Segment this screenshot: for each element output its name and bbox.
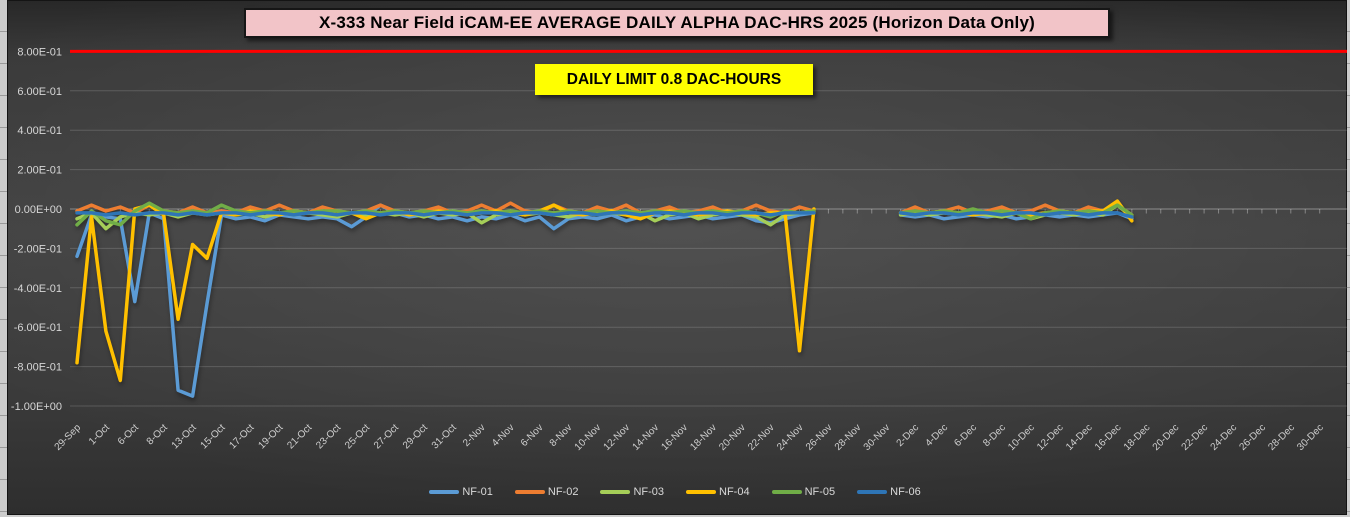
x-tick-label: 30-Nov — [862, 422, 893, 453]
x-tick-label: 6-Dec — [952, 422, 979, 449]
x-tick-label: 20-Dec — [1151, 422, 1182, 453]
x-tick-label: 15-Oct — [199, 422, 228, 451]
legend-label: NF-04 — [719, 486, 750, 498]
legend-item-NF-03: NF-03 — [600, 486, 664, 498]
x-tick-label: 18-Nov — [688, 422, 719, 453]
x-tick-label: 24-Nov — [775, 422, 806, 453]
x-tick-label: 28-Dec — [1266, 422, 1297, 453]
y-tick-label: -2.00E-01 — [14, 243, 62, 255]
x-tick-label: 27-Oct — [372, 422, 401, 451]
x-tick-label: 14-Dec — [1064, 422, 1095, 453]
y-tick-label: 0.00E+00 — [15, 204, 62, 216]
daily-limit-label: DAILY LIMIT 0.8 DAC-HOURS — [535, 64, 813, 95]
chart-title: X-333 Near Field iCAM-EE AVERAGE DAILY A… — [244, 8, 1110, 38]
x-tick-label: 26-Dec — [1237, 422, 1268, 453]
x-tick-label: 16-Dec — [1093, 422, 1124, 453]
legend-label: NF-02 — [547, 486, 579, 498]
y-tick-label: 6.00E-01 — [17, 86, 62, 98]
x-tick-label: 6-Nov — [519, 422, 546, 449]
y-tick-label: -6.00E-01 — [14, 322, 62, 334]
x-tick-label: 26-Nov — [804, 422, 835, 453]
series-NF-04 — [75, 203, 816, 383]
legend-label: NF-03 — [633, 486, 664, 498]
x-tick-label: 16-Nov — [659, 422, 690, 453]
legend-item-NF-01: NF-01 — [429, 486, 493, 498]
series-NF-01 — [75, 203, 816, 398]
legend-item-NF-04: NF-04 — [686, 486, 750, 498]
x-tick-label: 25-Oct — [343, 422, 372, 451]
legend-line-swatch — [686, 490, 716, 494]
y-tick-label: -4.00E-01 — [14, 283, 62, 295]
legend-line-swatch — [429, 490, 460, 494]
x-tick-label: 8-Oct — [145, 422, 170, 447]
legend-item-NF-06: NF-06 — [857, 486, 921, 498]
x-tick-label: 1-Oct — [87, 422, 112, 447]
legend-line-swatch — [600, 490, 631, 494]
legend-item-NF-05: NF-05 — [771, 486, 836, 498]
legend-item-NF-02: NF-02 — [514, 486, 579, 498]
x-tick-label: 21-Oct — [285, 422, 314, 451]
legend-line-swatch — [514, 490, 545, 494]
legend-line-swatch — [857, 490, 888, 494]
chart-legend: NF-01 NF-02 NF-03 NF-04 NF-05 NF-06 — [0, 484, 1350, 500]
x-tick-label: 23-Oct — [314, 422, 343, 451]
x-tick-label: 22-Dec — [1180, 422, 1211, 453]
y-tick-label: -8.00E-01 — [14, 362, 62, 374]
x-tick-label: 22-Nov — [746, 422, 777, 453]
series-group — [75, 199, 1134, 398]
x-tick-label: 17-Oct — [228, 422, 257, 451]
x-tick-label: 30-Dec — [1295, 422, 1326, 453]
series-NF-01 — [898, 211, 1134, 221]
x-tick-label: 18-Dec — [1122, 422, 1153, 453]
y-tick-label: 8.00E-01 — [17, 46, 62, 58]
legend-label: NF-05 — [804, 486, 836, 498]
x-tick-label: 13-Oct — [170, 422, 199, 451]
series-NF-06 — [898, 211, 1134, 219]
x-tick-label: 29-Sep — [53, 422, 84, 453]
x-tick-label: 8-Dec — [981, 422, 1008, 449]
x-tick-label: 4-Dec — [923, 422, 950, 449]
y-tick-label: -1.00E+00 — [11, 401, 62, 413]
x-tick-label: 31-Oct — [430, 422, 459, 451]
x-tick-label: 24-Dec — [1209, 422, 1240, 453]
y-tick-label: 4.00E-01 — [17, 125, 62, 137]
x-tick-label: 28-Nov — [833, 422, 864, 453]
y-tick-label: 2.00E-01 — [17, 165, 62, 177]
legend-line-swatch — [771, 490, 802, 494]
legend-label: NF-01 — [462, 486, 493, 498]
x-tick-label: 29-Oct — [401, 422, 430, 451]
x-tick-label: 12-Nov — [602, 422, 633, 453]
x-tick-label: 2-Dec — [895, 422, 922, 449]
x-tick-label: 19-Oct — [256, 422, 285, 451]
x-tick-label: 8-Nov — [548, 422, 575, 449]
x-tick-label: 20-Nov — [717, 422, 748, 453]
x-tick-label: 6-Oct — [116, 422, 141, 447]
x-tick-label: 2-Nov — [461, 422, 488, 449]
legend-label: NF-06 — [890, 486, 921, 498]
series-NF-06 — [75, 211, 816, 217]
x-tick-label: 14-Nov — [631, 422, 662, 453]
x-tick-label: 12-Dec — [1035, 422, 1066, 453]
x-tick-label: 10-Dec — [1006, 422, 1037, 453]
x-tick-label: 10-Nov — [573, 422, 604, 453]
x-tick-label: 4-Nov — [490, 422, 517, 449]
